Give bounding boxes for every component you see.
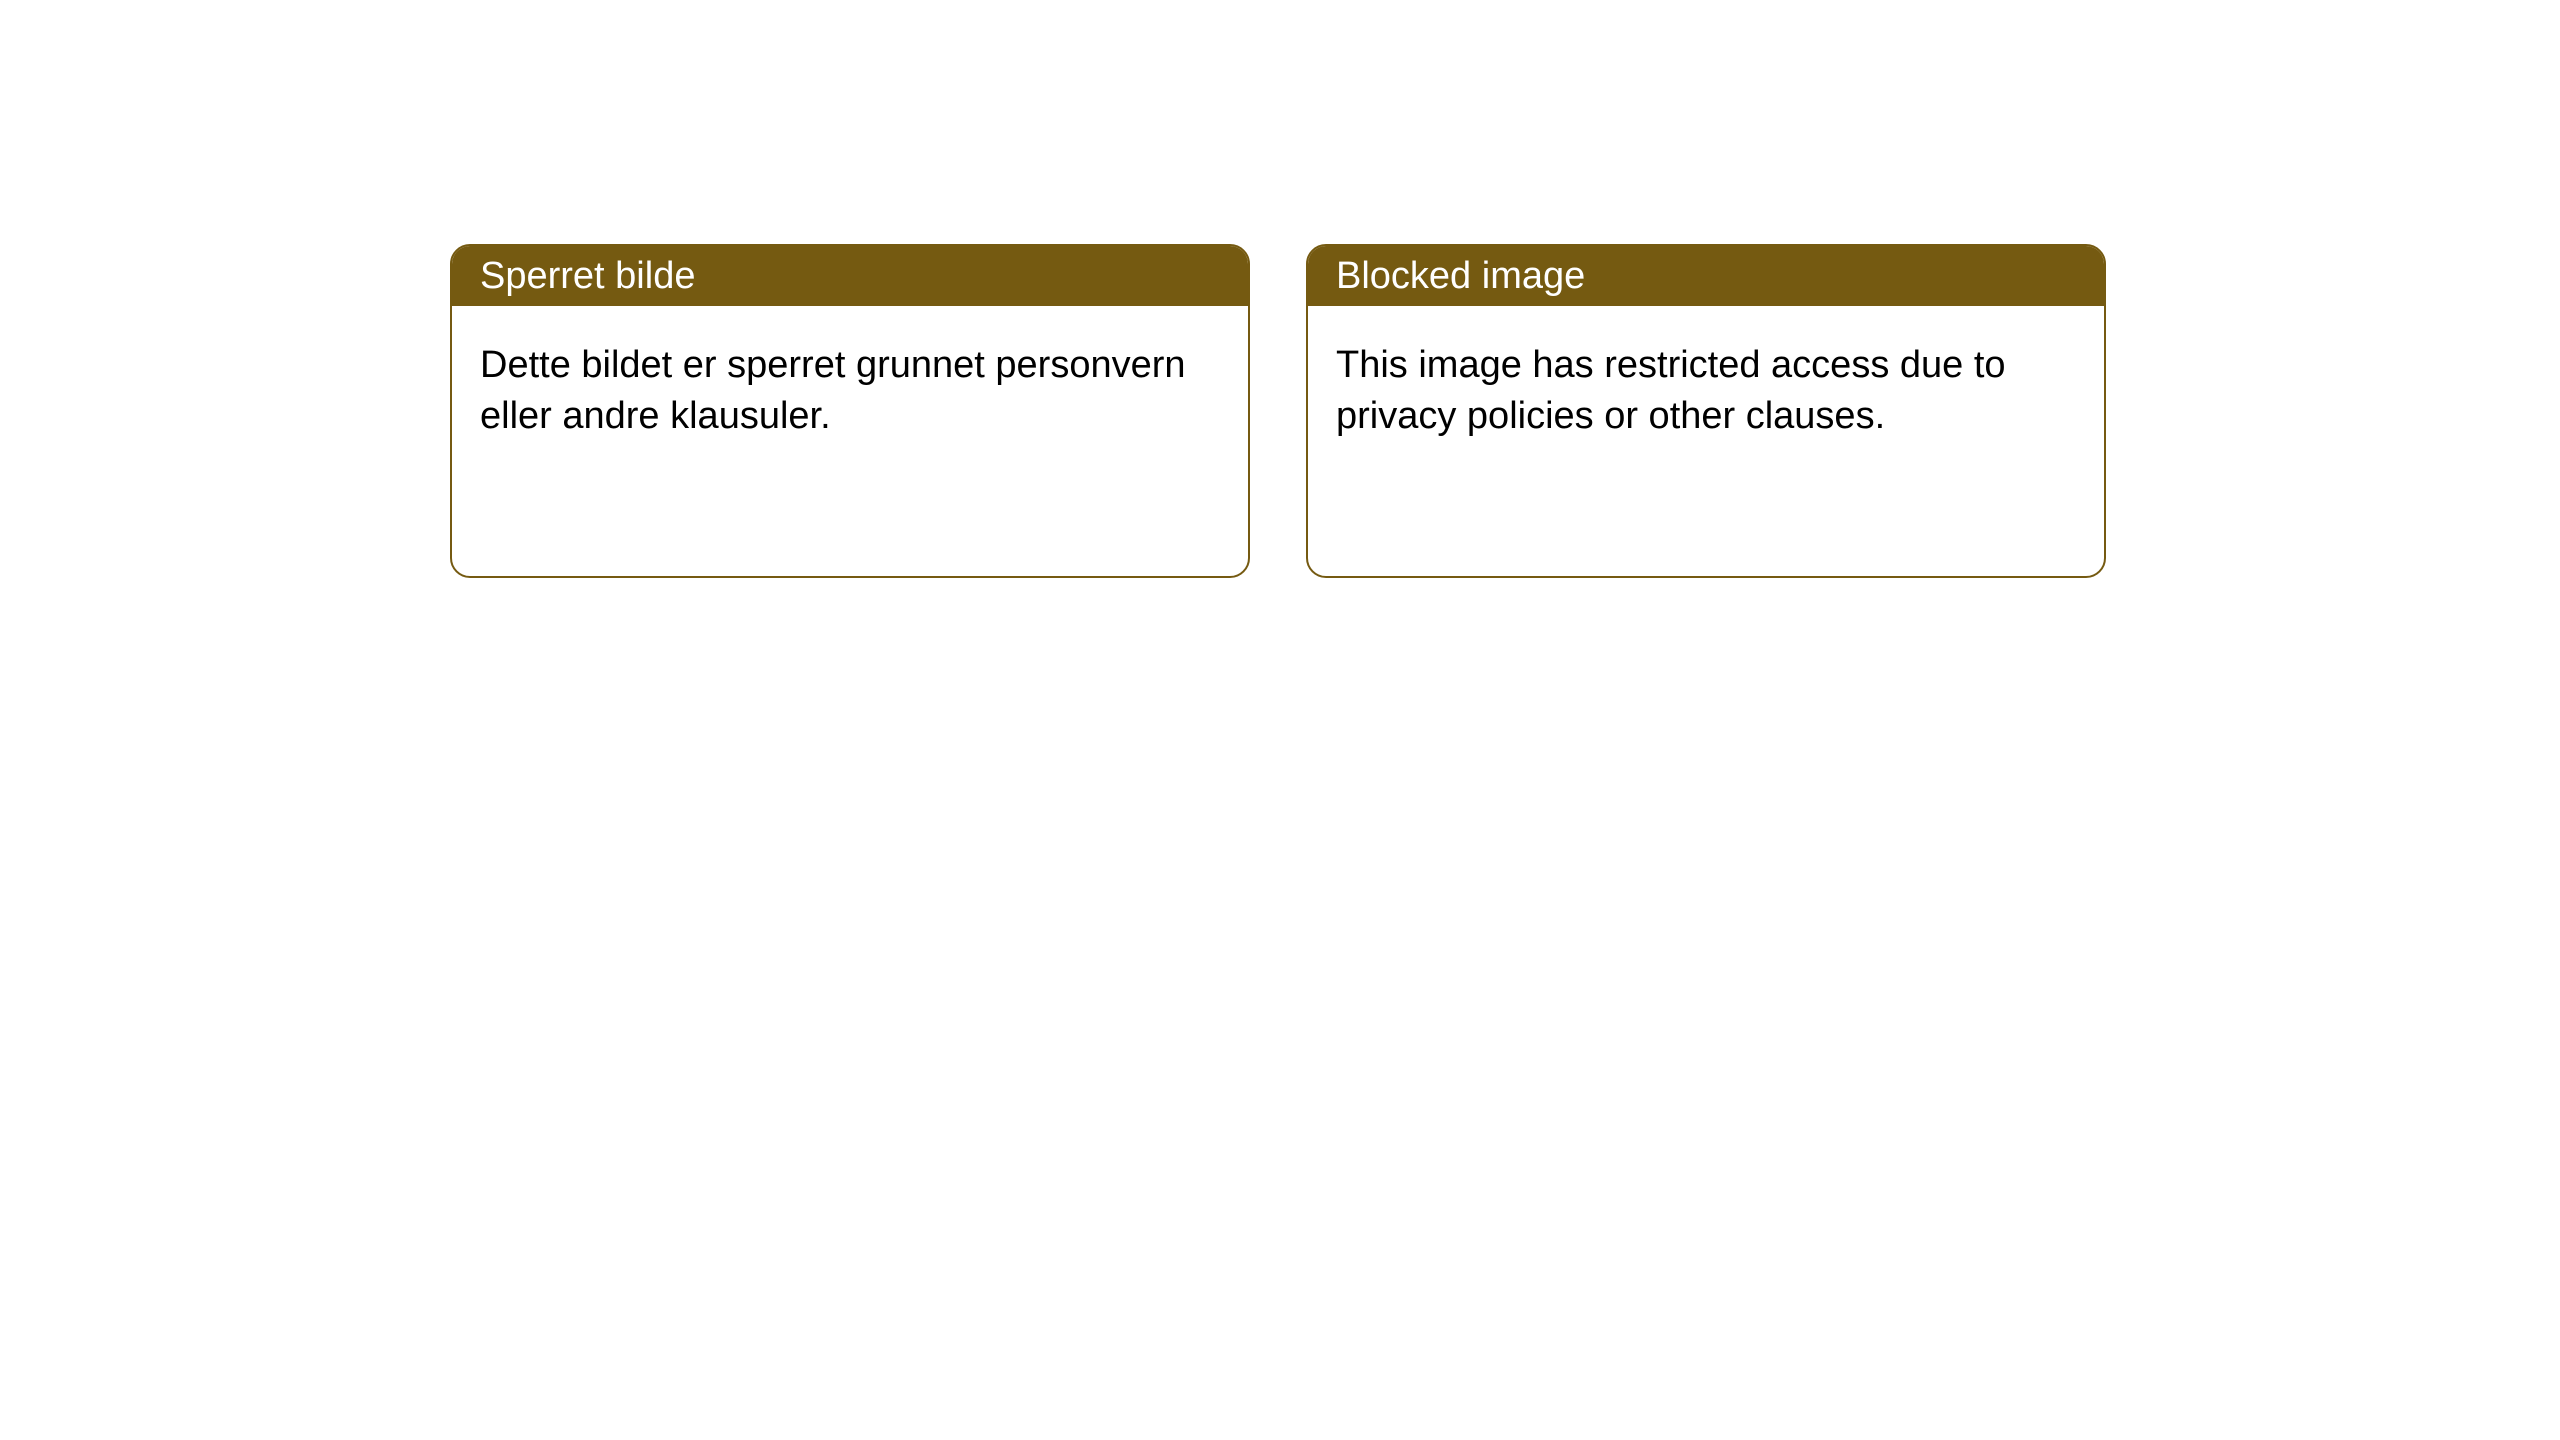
- notice-body-norwegian: Dette bildet er sperret grunnet personve…: [452, 306, 1248, 477]
- notice-body-english: This image has restricted access due to …: [1308, 306, 2104, 477]
- notice-header-norwegian: Sperret bilde: [452, 246, 1248, 306]
- notice-card-norwegian: Sperret bilde Dette bildet er sperret gr…: [450, 244, 1250, 578]
- notice-card-english: Blocked image This image has restricted …: [1306, 244, 2106, 578]
- notice-container: Sperret bilde Dette bildet er sperret gr…: [0, 0, 2560, 578]
- notice-header-english: Blocked image: [1308, 246, 2104, 306]
